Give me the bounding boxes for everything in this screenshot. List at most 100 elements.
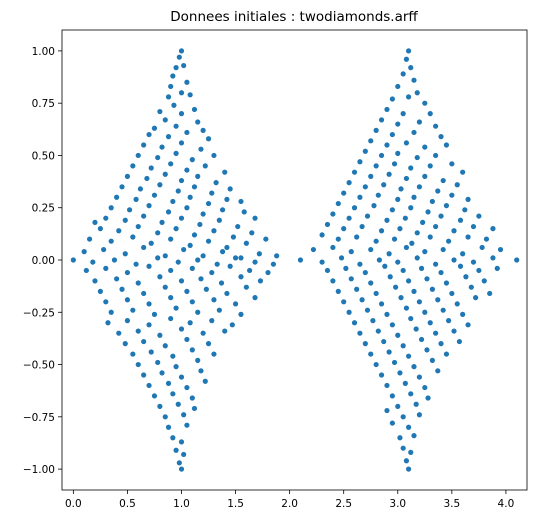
data-point [148,240,154,246]
data-point [438,213,444,219]
data-point [395,332,401,338]
data-point [400,111,406,117]
data-point [359,223,365,230]
data-point [181,451,187,458]
data-point [405,424,412,430]
data-point [386,349,392,355]
data-point [341,190,347,196]
data-point [135,280,141,286]
data-point [490,226,496,232]
data-point [108,309,114,315]
x-axis: 0.0 0.5 1.0 1.5 2.0 2.5 3.0 3.5 4.0 [65,490,514,510]
data-point [211,297,217,303]
data-point [101,246,107,253]
data-point [195,257,201,263]
data-point [424,347,430,353]
data-point [175,259,181,265]
data-point [403,175,410,182]
data-point [409,240,415,246]
data-point [335,236,341,242]
data-point [384,217,390,223]
data-point [465,322,471,328]
data-point [391,161,398,167]
data-point [457,263,464,269]
data-point [364,307,371,313]
data-point [411,77,417,83]
data-point [429,286,435,292]
data-point [414,230,420,236]
data-point [400,445,406,451]
data-point [205,238,212,244]
data-point [135,361,141,368]
data-point [411,433,417,439]
x-tick-label: 1.0 [173,498,190,510]
data-point [400,267,406,274]
data-point [170,198,176,205]
data-point [141,213,147,219]
data-point [184,167,190,173]
data-point [178,177,185,184]
data-point [181,412,187,418]
data-point [157,182,163,188]
y-tick-label: 0.00 [32,255,55,267]
data-point [252,259,258,265]
data-point [97,226,103,232]
data-point [222,169,228,175]
data-point [373,290,379,297]
data-point [165,424,172,430]
data-point [162,284,168,290]
data-point [413,401,419,407]
data-point [330,244,336,251]
data-point [189,347,195,353]
data-point [343,265,349,271]
data-point [405,353,412,359]
data-point [389,393,395,399]
data-point [224,290,230,297]
data-point [414,90,420,96]
data-point [141,290,147,297]
data-point [425,209,431,215]
data-point [173,305,179,311]
data-point [162,343,168,349]
data-point [229,322,235,328]
data-point [348,249,354,255]
data-point [83,267,89,274]
data-point [168,295,174,301]
data-point [211,351,217,357]
data-point [191,405,198,412]
data-point [402,215,408,221]
data-point [433,152,439,159]
data-point [155,230,161,236]
data-point [373,127,379,133]
data-point [405,94,412,100]
data-point [449,161,455,167]
data-point [479,244,485,251]
data-point [151,192,158,198]
data-point [403,140,410,146]
data-point [203,286,209,292]
data-point [381,182,387,188]
data-point [398,186,404,192]
data-point [462,207,468,213]
data-point [449,290,455,297]
y-tick-label: −0.75 [23,412,55,424]
data-point [351,320,358,326]
data-point [414,154,420,161]
data-point [130,163,136,169]
y-tick-label: −1.00 [23,464,55,476]
data-point [382,263,388,269]
data-point [184,129,190,136]
data-point [378,152,385,159]
data-point [103,265,109,271]
data-point [165,380,172,386]
data-point [238,274,244,280]
x-tick-label: 2.5 [335,498,352,510]
y-tick-label: 0.25 [32,203,55,215]
data-point [243,240,249,246]
data-point [433,123,439,129]
data-point [122,341,128,347]
data-point [146,131,152,138]
data-point [157,332,163,338]
data-point [92,278,98,284]
